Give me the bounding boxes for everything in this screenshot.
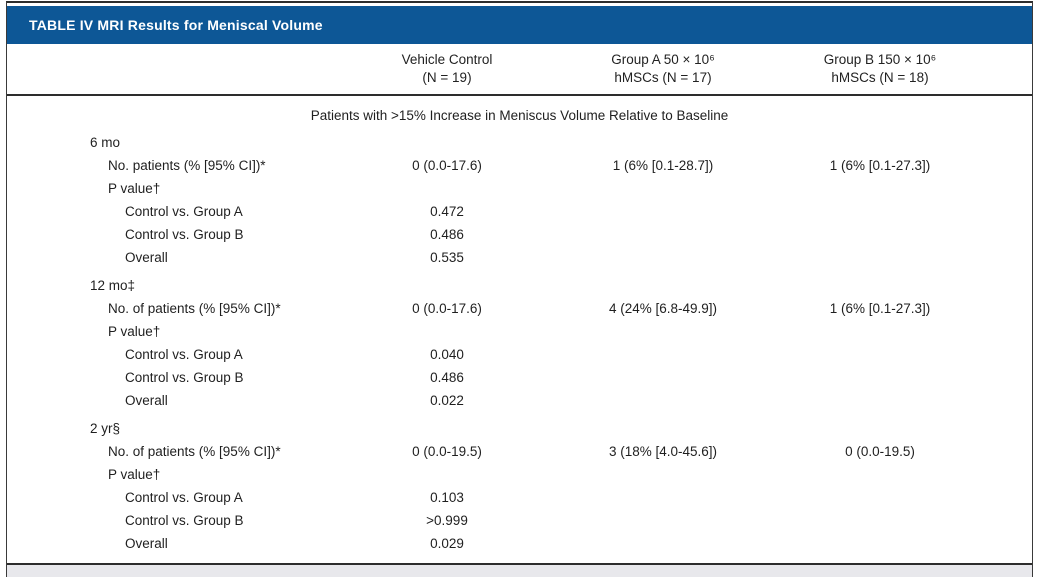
cell-vehicle-control: 0.535 [430, 250, 464, 265]
row-label: Control vs. Group A [125, 347, 243, 362]
row-label: 6 mo [90, 135, 121, 150]
cell-vehicle-control: 0 (0.0-17.6) [412, 158, 482, 173]
row-label: Control vs. Group A [125, 204, 243, 219]
cell-group-b: 1 (6% [0.1-27.3]) [829, 301, 931, 316]
cell-group-a: 1 (6% [0.1-28.7]) [612, 158, 714, 173]
table-row: Overall 0.029 [7, 532, 1032, 555]
row-label: Control vs. Group B [125, 227, 244, 242]
table-row: Control vs. Group A 0.103 [7, 486, 1032, 509]
cell-group-a: 3 (18% [4.0-45.6]) [608, 444, 718, 459]
span-header: Patients with >15% Increase in Meniscus … [310, 108, 729, 123]
table-row: Control vs. Group B 0.486 [7, 366, 1032, 389]
row-label: Overall [125, 393, 168, 408]
table-row: Control vs. Group A 0.472 [7, 200, 1032, 223]
column-header-line: Vehicle Control [401, 51, 493, 67]
cell-vehicle-control: 0 (0.0-19.5) [412, 444, 482, 459]
row-label: No. of patients (% [95% CI])* [108, 444, 281, 459]
column-header-line: Group B 150 × 10⁶ [823, 51, 937, 67]
row-label: 12 mo‡ [90, 278, 136, 293]
row-label: Overall [125, 536, 168, 551]
table-row: P value† [7, 177, 1032, 200]
cell-vehicle-control: 0.103 [430, 490, 464, 505]
column-header-line: hMSCs (N = 17) [614, 70, 712, 85]
cell-vehicle-control: 0.472 [430, 204, 464, 219]
row-label: 2 yr§ [90, 421, 121, 436]
table-row: Control vs. Group B 0.486 [7, 223, 1032, 246]
cell-group-a: 4 (24% [6.8-49.9]) [608, 301, 718, 316]
footnote-strip [7, 565, 1032, 577]
table-row: Overall 0.022 [7, 389, 1032, 412]
table-row: Overall 0.535 [7, 246, 1032, 269]
cell-group-b: 0 (0.0-19.5) [845, 444, 915, 459]
table-row: No. patients (% [95% CI])* 0 (0.0-17.6) … [7, 154, 1032, 177]
table-row: No. of patients (% [95% CI])* 0 (0.0-19.… [7, 440, 1032, 463]
table-row: P value† [7, 320, 1032, 343]
column-header-row: Vehicle Control (N = 19) Group A 50 × 10… [7, 44, 1032, 96]
row-label: No. of patients (% [95% CI])* [108, 301, 281, 316]
row-label: P value† [108, 467, 161, 482]
column-header-line: hMSCs (N = 18) [831, 70, 929, 85]
cell-vehicle-control: 0.040 [430, 347, 464, 362]
cell-vehicle-control: 0.029 [430, 536, 464, 551]
cell-group-b: 1 (6% [0.1-27.3]) [829, 158, 931, 173]
column-header-group-b: Group B 150 × 10⁶ hMSCs (N = 18) [791, 51, 969, 87]
table-row: Control vs. Group B >0.999 [7, 509, 1032, 532]
column-header-group-a: Group A 50 × 10⁶ hMSCs (N = 17) [535, 51, 791, 87]
column-header-line: Group A 50 × 10⁶ [611, 51, 715, 67]
table-row: Control vs. Group A 0.040 [7, 343, 1032, 366]
table-title: TABLE IV MRI Results for Meniscal Volume [29, 17, 323, 33]
table-row: P value† [7, 463, 1032, 486]
table-row-section-2yr: 2 yr§ [7, 417, 1032, 440]
row-label: P value† [108, 324, 161, 339]
row-label: Control vs. Group A [125, 490, 243, 505]
results-table: TABLE IV MRI Results for Meniscal Volume… [6, 1, 1033, 577]
row-label: Overall [125, 250, 168, 265]
table-row: No. of patients (% [95% CI])* 0 (0.0-17.… [7, 297, 1032, 320]
table-title-bar: TABLE IV MRI Results for Meniscal Volume [7, 6, 1032, 44]
table-bottom-rule [7, 563, 1032, 565]
cell-vehicle-control: 0.022 [430, 393, 464, 408]
cell-vehicle-control: >0.999 [426, 513, 468, 528]
table-row-section-6mo: 6 mo [7, 131, 1032, 154]
row-label: Control vs. Group B [125, 370, 244, 385]
row-label: No. patients (% [95% CI])* [108, 158, 266, 173]
cell-vehicle-control: 0.486 [430, 370, 464, 385]
row-label: P value† [108, 181, 161, 196]
column-header-line: (N = 19) [422, 70, 472, 85]
row-label: Control vs. Group B [125, 513, 244, 528]
table-body: Patients with >15% Increase in Meniscus … [7, 96, 1032, 555]
column-header-vehicle-control: Vehicle Control (N = 19) [359, 51, 535, 87]
cell-vehicle-control: 0 (0.0-17.6) [412, 301, 482, 316]
table-row-section-12mo: 12 mo‡ [7, 274, 1032, 297]
cell-vehicle-control: 0.486 [430, 227, 464, 242]
